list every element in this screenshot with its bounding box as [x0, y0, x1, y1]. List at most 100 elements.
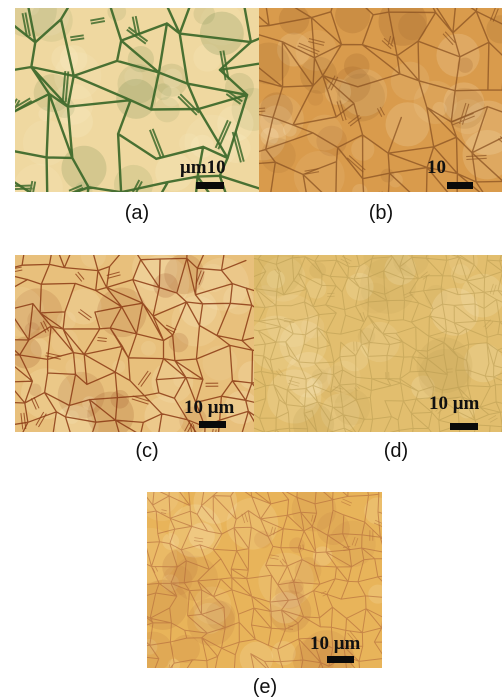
- tone-patch: [202, 345, 238, 381]
- tone-patch: [312, 546, 333, 566]
- tone-patch: [260, 138, 296, 174]
- tone-patch: [168, 504, 222, 558]
- tone-patch: [398, 12, 427, 41]
- tone-patch: [316, 511, 350, 546]
- grain-boundaries: [15, 255, 254, 432]
- micrograph-panel-a: μm10: [15, 8, 259, 192]
- tone-patch: [368, 584, 382, 604]
- tone-patch: [15, 286, 45, 337]
- tone-patch: [390, 61, 430, 101]
- tone-patch: [30, 338, 49, 357]
- tone-patch: [388, 172, 403, 188]
- grain-boundaries: [254, 255, 502, 432]
- scale-bar-c: [199, 421, 226, 428]
- tone-patch: [188, 522, 215, 549]
- twin-lines: [15, 12, 245, 192]
- tone-patch: [271, 640, 296, 666]
- tone-patch: [56, 311, 76, 331]
- micrograph-image-b: [259, 8, 502, 192]
- caption-b: (b): [368, 202, 394, 224]
- scale-bar-d: [450, 423, 478, 430]
- tone-patch: [307, 90, 324, 106]
- tone-patch: [327, 360, 361, 395]
- tone-patch: [448, 255, 478, 276]
- tone-patch: [193, 492, 238, 524]
- tone-patch: [155, 63, 189, 97]
- tone-patch: [457, 57, 473, 73]
- tone-patch: [15, 336, 42, 369]
- tone-patch: [161, 86, 182, 107]
- scale-bar-label-e: 10 μm: [310, 633, 361, 654]
- scale-bar-label-c: 10 μm: [184, 397, 235, 418]
- scale-bar-a: [196, 182, 224, 189]
- scale-bar-label-d: 10 μm: [429, 393, 480, 414]
- micrograph-image-d: [254, 255, 502, 432]
- micrograph-image-e: [147, 492, 382, 668]
- tone-patch: [65, 288, 102, 325]
- scale-bar-e: [327, 656, 354, 663]
- tone-patch: [343, 53, 370, 79]
- tone-patch: [289, 537, 305, 554]
- tone-patch: [299, 392, 317, 410]
- caption-d: (d): [383, 440, 409, 462]
- tone-patch: [65, 410, 79, 424]
- tone-patch: [147, 631, 174, 668]
- grain-boundaries: [15, 8, 259, 192]
- tone-patch: [260, 105, 293, 138]
- scale-bar-b: [447, 182, 473, 189]
- tone-patch: [154, 83, 172, 101]
- tone-patch: [305, 278, 327, 299]
- tone-patch: [179, 289, 218, 328]
- tone-patch: [359, 282, 390, 314]
- tone-patch: [141, 340, 156, 356]
- tone-patch: [411, 375, 435, 400]
- tone-patch: [80, 255, 106, 268]
- micrograph-panel-e: 10 μm: [147, 492, 382, 668]
- tone-patch: [339, 341, 370, 372]
- scale-bar-label-a: μm10: [180, 157, 226, 178]
- caption-a: (a): [124, 202, 150, 224]
- tone-patch: [117, 63, 158, 104]
- tone-patch: [223, 284, 254, 315]
- tone-patch: [385, 102, 430, 147]
- tone-patch: [147, 639, 158, 655]
- twin-lines: [274, 255, 498, 423]
- tone-patch: [436, 33, 480, 78]
- tone-patch: [275, 579, 305, 609]
- grain-boundaries: [259, 8, 502, 192]
- tone-patch: [199, 8, 244, 46]
- tone-patch: [335, 8, 371, 34]
- tone-patch: [124, 67, 143, 86]
- tone-patch: [193, 43, 222, 72]
- tone-patch: [260, 127, 279, 146]
- grain-boundaries: [147, 492, 382, 668]
- twin-lines: [259, 8, 502, 192]
- micrograph-image-c: [15, 255, 254, 432]
- tone-patch: [431, 287, 479, 336]
- tone-patch: [293, 150, 345, 192]
- tone-patch: [195, 257, 249, 311]
- tone-patch: [147, 579, 188, 630]
- twin-lines: [152, 498, 382, 668]
- tone-patch: [59, 45, 88, 73]
- micrograph-image-a: [15, 8, 259, 192]
- tone-patch: [205, 600, 236, 631]
- tone-patch: [164, 255, 205, 295]
- tone-patch: [171, 634, 201, 664]
- tone-patch: [449, 98, 486, 135]
- tone-patch: [345, 272, 374, 301]
- tone-patch: [359, 321, 400, 363]
- micrograph-background: [259, 8, 502, 192]
- tone-patch: [364, 497, 382, 525]
- tone-patch: [27, 8, 70, 36]
- tone-patch: [450, 264, 471, 284]
- tone-patch: [110, 389, 130, 409]
- tone-patch: [413, 80, 457, 125]
- tone-patch: [283, 122, 297, 137]
- tone-patch: [260, 256, 306, 302]
- tone-patch: [51, 83, 94, 125]
- tone-patch: [193, 8, 215, 25]
- twin-lines: [15, 266, 219, 432]
- tone-patch: [151, 361, 194, 403]
- tone-patch: [337, 73, 385, 122]
